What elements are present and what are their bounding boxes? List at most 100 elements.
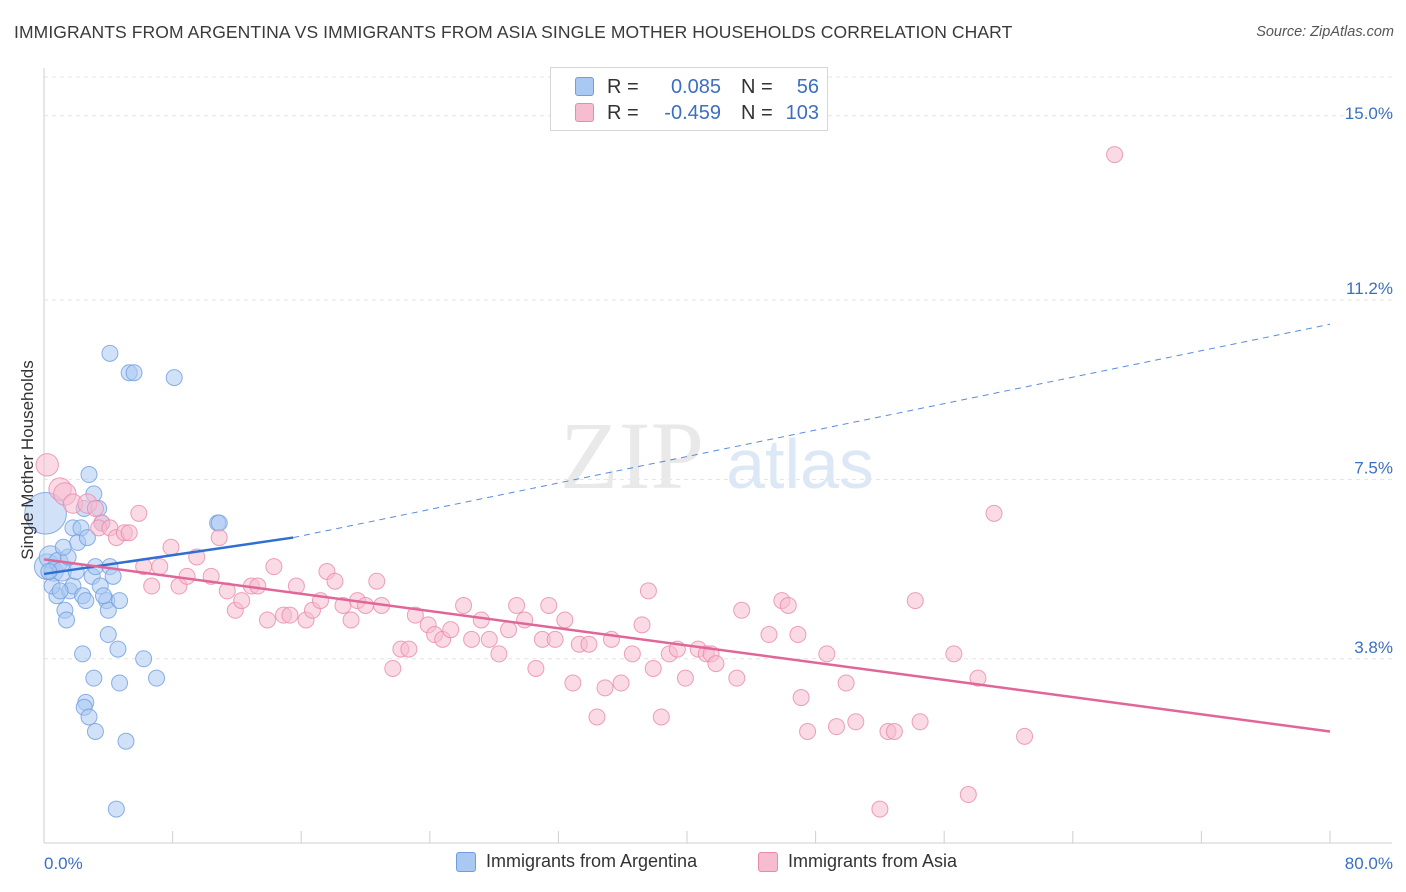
argentina-point (107, 800, 125, 818)
asia-point (596, 679, 614, 697)
legend-r-value: -0.459 (664, 101, 721, 124)
legend-item-asia[interactable]: Immigrants from Asia (758, 851, 957, 872)
gridlines (44, 76, 1392, 660)
asia-point (1016, 727, 1034, 745)
argentina-trend-line (43, 536, 294, 576)
asia-point (326, 572, 344, 590)
source-label: Source: ZipAtlas.com (1256, 24, 1394, 40)
legend-swatch-argentina (456, 851, 476, 872)
legend-n-value: 56 (796, 75, 819, 98)
asia-point (178, 567, 196, 585)
asia-point (233, 592, 251, 610)
asia-point (707, 655, 725, 673)
argentina-point (85, 669, 103, 687)
asia-point (130, 504, 148, 522)
asia-point (847, 713, 865, 731)
asia-point (623, 645, 641, 663)
y-tick-label: 7.5% (1354, 458, 1393, 477)
asia-point (368, 572, 386, 590)
argentina-point (148, 669, 166, 687)
legend-n-label: N = (741, 75, 773, 98)
watermark: ZIP atlas (560, 402, 874, 509)
argentina-point (58, 611, 76, 629)
asia-point (818, 645, 836, 663)
asia-point (508, 596, 526, 614)
asia-point (652, 708, 670, 726)
argentina-point (94, 587, 112, 605)
argentina-point (78, 529, 96, 547)
y-axis-title: Single Mother Households (18, 360, 37, 560)
legend-row-argentina: R = 0.085 N = 56 (575, 75, 819, 99)
asia-point (151, 558, 169, 576)
asia-point (580, 635, 598, 653)
asia-point (406, 606, 424, 624)
asia-point (799, 722, 817, 740)
asia-point (265, 558, 283, 576)
asia-point (871, 800, 889, 818)
asia-point (676, 669, 694, 687)
asia-point (789, 626, 807, 644)
argentina-point (51, 582, 69, 600)
asia-point (639, 582, 657, 600)
argentina-point (104, 567, 122, 585)
asia-point (442, 621, 460, 639)
asia-point (885, 722, 903, 740)
y-tick-labels: 3.8% 7.5% 11.2% 15.0% (1345, 104, 1393, 657)
argentina-trend-projection (293, 323, 1331, 539)
argentina-point (111, 592, 129, 610)
asia-point (527, 659, 545, 677)
y-tick-label: 3.8% (1354, 638, 1393, 657)
asia-point (258, 611, 276, 629)
asia-point (500, 621, 518, 639)
argentina-point (135, 650, 153, 668)
series-legend: Immigrants from Argentina Immigrants fro… (0, 851, 1406, 879)
asia-point (827, 718, 845, 736)
asia-point (564, 674, 582, 692)
legend-label-asia: Immigrants from Asia (788, 851, 958, 871)
asia-point (612, 674, 630, 692)
argentina-point (117, 732, 135, 750)
asia-trend-line (43, 558, 1331, 733)
asia-point (455, 596, 473, 614)
asia-point (281, 606, 299, 624)
asia-point (400, 640, 418, 658)
asia-point (633, 616, 651, 634)
asia-point (556, 611, 574, 629)
argentina-point (125, 364, 143, 382)
asia-point (490, 645, 508, 663)
argentina-point (74, 645, 92, 663)
watermark-zip: ZIP (560, 402, 704, 509)
asia-point (463, 630, 481, 648)
argentina-point (77, 592, 95, 610)
argentina-point (111, 674, 129, 692)
legend-swatch-asia (758, 851, 778, 872)
legend-item-argentina[interactable]: Immigrants from Argentina (456, 851, 697, 872)
legend-r-label: R = (607, 75, 639, 98)
argentina-point (24, 492, 67, 535)
asia-point (906, 592, 924, 610)
y-tick-label: 15.0% (1345, 104, 1393, 123)
asia-point (342, 611, 360, 629)
asia-point (1106, 146, 1124, 164)
asia-point (728, 669, 746, 687)
argentina-point (80, 708, 98, 726)
argentina-point (109, 640, 127, 658)
legend-swatch-asia (575, 103, 594, 122)
legend-r-label: R = (607, 101, 639, 124)
asia-point (945, 645, 963, 663)
asia-point (588, 708, 606, 726)
asia-point (837, 674, 855, 692)
argentina-point (86, 722, 104, 740)
watermark-atlas: atlas (726, 425, 874, 503)
legend-r-value: 0.085 (670, 75, 721, 98)
asia-point (760, 626, 778, 644)
asia-point (472, 611, 490, 629)
asia-point (792, 689, 810, 707)
asia-point (210, 529, 228, 547)
x-tick-label: 0.0% (44, 854, 83, 873)
asia-point (644, 659, 662, 677)
legend-label-argentina: Immigrants from Argentina (486, 851, 698, 871)
asia-point (120, 524, 138, 542)
asia-point (540, 596, 558, 614)
